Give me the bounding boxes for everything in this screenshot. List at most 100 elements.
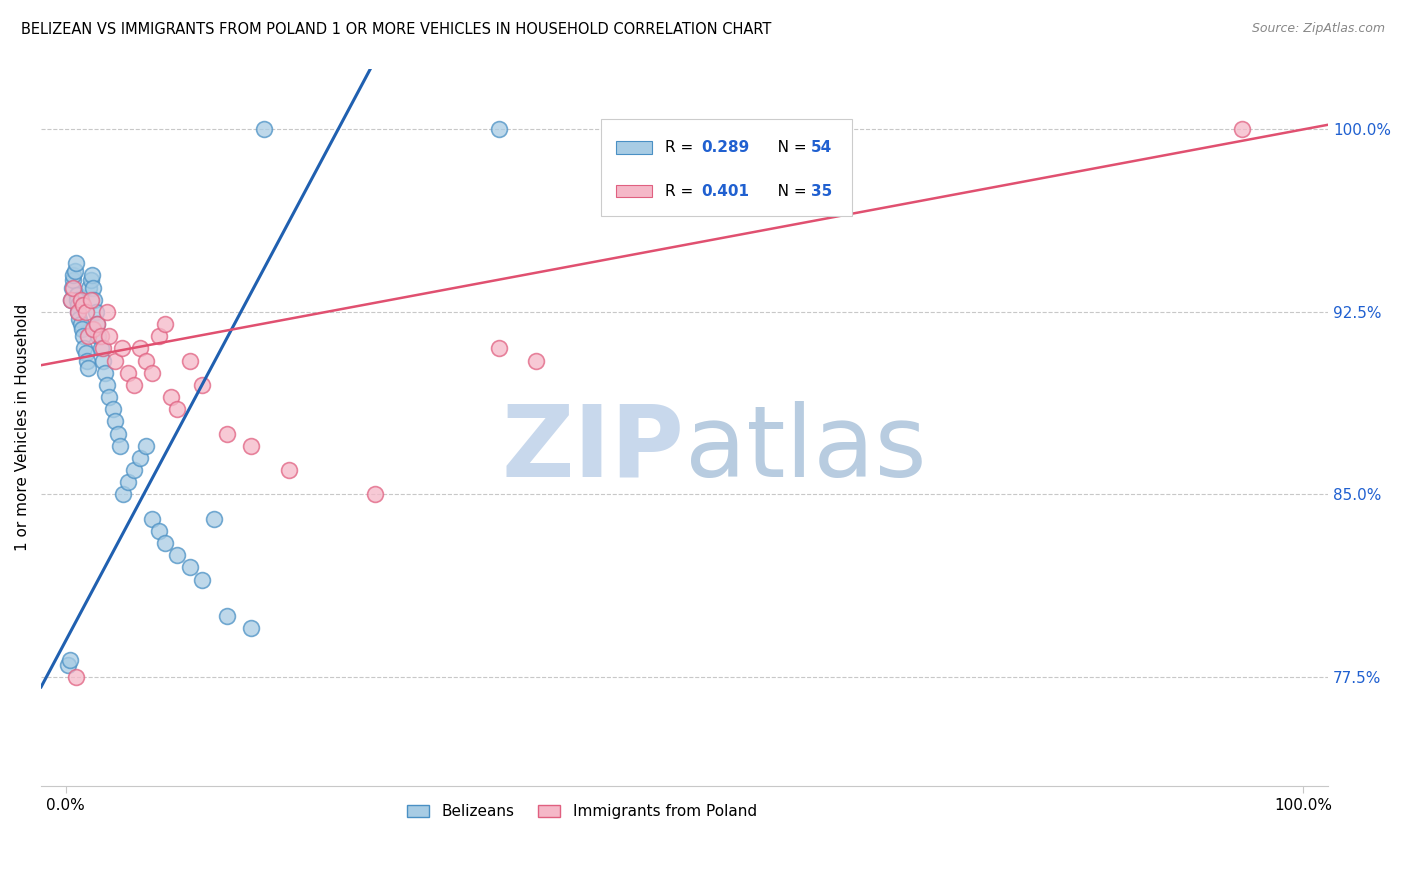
Point xyxy=(63,263,86,277)
FancyBboxPatch shape xyxy=(600,119,852,216)
Point xyxy=(110,342,132,356)
Point xyxy=(191,573,214,587)
Point xyxy=(67,305,90,319)
Point xyxy=(84,305,107,319)
Point xyxy=(66,293,89,307)
Point xyxy=(797,122,820,136)
Point xyxy=(364,487,387,501)
Point xyxy=(89,329,111,343)
Point xyxy=(191,378,214,392)
Point xyxy=(79,280,101,294)
Text: Source: ZipAtlas.com: Source: ZipAtlas.com xyxy=(1251,22,1385,36)
Text: atlas: atlas xyxy=(685,401,927,498)
Text: 54: 54 xyxy=(811,140,832,155)
Point xyxy=(69,312,91,326)
Point xyxy=(89,342,111,356)
Point xyxy=(79,273,101,287)
Point xyxy=(77,360,100,375)
Point xyxy=(240,439,263,453)
Point xyxy=(86,317,108,331)
Point xyxy=(129,450,152,465)
Point xyxy=(72,329,94,343)
Point xyxy=(66,288,89,302)
Text: R =: R = xyxy=(665,140,699,155)
Point xyxy=(96,378,118,392)
Point xyxy=(87,329,110,343)
Point xyxy=(58,653,80,667)
Point xyxy=(59,293,82,307)
Point xyxy=(67,297,90,311)
Point xyxy=(67,305,90,319)
Point xyxy=(104,414,127,428)
Point xyxy=(62,268,84,283)
Point xyxy=(141,366,163,380)
Point xyxy=(94,366,117,380)
Point xyxy=(148,524,170,538)
Point xyxy=(179,560,201,574)
Point xyxy=(215,609,238,624)
Point xyxy=(179,353,201,368)
Text: ZIP: ZIP xyxy=(502,401,685,498)
Text: N =: N = xyxy=(763,140,811,155)
Point xyxy=(141,512,163,526)
Point xyxy=(166,402,188,417)
FancyBboxPatch shape xyxy=(616,185,652,197)
Point xyxy=(117,366,139,380)
Legend: Belizeans, Immigrants from Poland: Belizeans, Immigrants from Poland xyxy=(401,798,763,825)
FancyBboxPatch shape xyxy=(616,142,652,153)
Text: 0.401: 0.401 xyxy=(702,184,749,199)
Point xyxy=(73,342,96,356)
Point xyxy=(98,329,121,343)
Point xyxy=(148,329,170,343)
Point xyxy=(65,670,87,684)
Point xyxy=(111,487,134,501)
Point xyxy=(98,390,121,404)
Point xyxy=(135,353,157,368)
Point xyxy=(69,317,91,331)
Point xyxy=(65,256,87,270)
Text: 0.289: 0.289 xyxy=(702,140,749,155)
Text: BELIZEAN VS IMMIGRANTS FROM POLAND 1 OR MORE VEHICLES IN HOUSEHOLD CORRELATION C: BELIZEAN VS IMMIGRANTS FROM POLAND 1 OR … xyxy=(21,22,772,37)
Point xyxy=(153,317,176,331)
Point xyxy=(135,439,157,453)
Point xyxy=(153,536,176,550)
Point xyxy=(160,390,183,404)
Point xyxy=(70,322,93,336)
Point xyxy=(58,657,80,672)
Point xyxy=(240,621,263,635)
Text: 35: 35 xyxy=(811,184,832,199)
Point xyxy=(75,346,97,360)
Point xyxy=(202,512,225,526)
Point xyxy=(122,378,145,392)
Point xyxy=(215,426,238,441)
Point xyxy=(96,305,118,319)
Point xyxy=(122,463,145,477)
Point xyxy=(80,268,103,283)
Point xyxy=(79,293,101,307)
Point xyxy=(91,342,114,356)
Point xyxy=(488,342,510,356)
Point xyxy=(117,475,139,490)
Point xyxy=(91,353,114,368)
Point xyxy=(75,305,97,319)
Point xyxy=(107,426,129,441)
Point xyxy=(166,548,188,562)
Text: R =: R = xyxy=(665,184,699,199)
Point xyxy=(101,402,124,417)
Point xyxy=(69,293,91,307)
Point xyxy=(72,297,94,311)
Y-axis label: 1 or more Vehicles in Household: 1 or more Vehicles in Household xyxy=(15,304,30,551)
Point xyxy=(82,322,104,336)
Point xyxy=(62,280,84,294)
Point xyxy=(82,280,104,294)
Point xyxy=(1230,122,1253,136)
Point xyxy=(277,463,299,477)
Point xyxy=(83,293,105,307)
Point xyxy=(104,353,127,368)
Text: N =: N = xyxy=(763,184,811,199)
Point xyxy=(62,273,84,287)
Point xyxy=(110,439,132,453)
Point xyxy=(86,317,108,331)
Point xyxy=(76,353,98,368)
Point xyxy=(253,122,276,136)
